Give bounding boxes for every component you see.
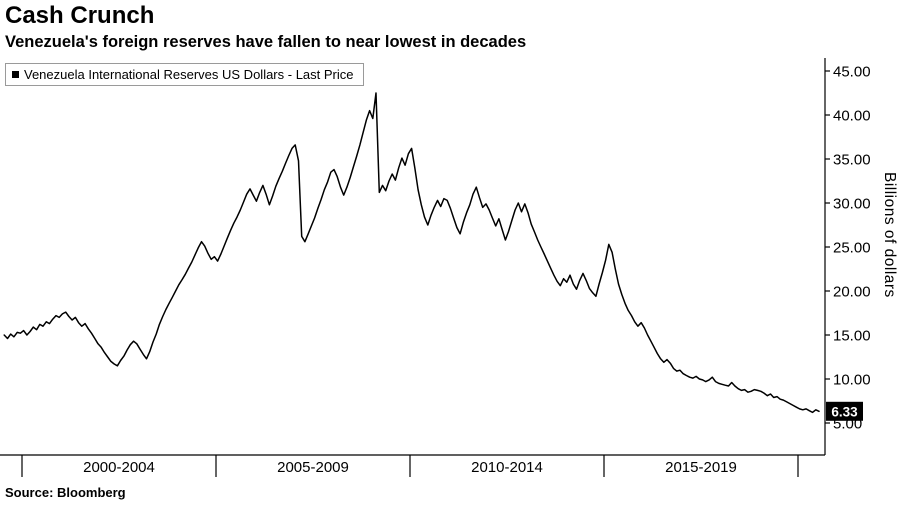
y-axis-unit-label: Billions of dollars [881,172,898,298]
x-axis-label: 2010-2014 [471,459,543,476]
y-tick-label: 40.00 [833,108,871,125]
y-tick-label: 10.00 [833,372,871,389]
chart-subtitle: Venezuela's foreign reserves have fallen… [5,33,527,51]
last-price-badge [826,401,863,421]
y-tick-label: 35.00 [833,152,871,169]
x-axis-label: 2000-2004 [83,459,155,476]
legend: Venezuela International Reserves US Doll… [5,63,364,86]
y-tick-label: 25.00 [833,240,871,257]
legend-label: Venezuela International Reserves US Doll… [24,67,354,82]
last-price-label: 6.33 [831,404,858,419]
price-line [3,92,820,414]
y-tick-label: 45.00 [833,64,871,81]
source-attribution: Source: Bloomberg [5,485,126,500]
y-tick-label: 15.00 [833,328,871,345]
series-marker-icon [12,71,19,78]
y-tick-label: 20.00 [833,284,871,301]
y-tick-label: 30.00 [833,196,871,213]
x-axis-label: 2015-2019 [665,459,737,476]
x-axis-label: 2005-2009 [277,459,349,476]
page-title: Cash Crunch [5,2,155,29]
